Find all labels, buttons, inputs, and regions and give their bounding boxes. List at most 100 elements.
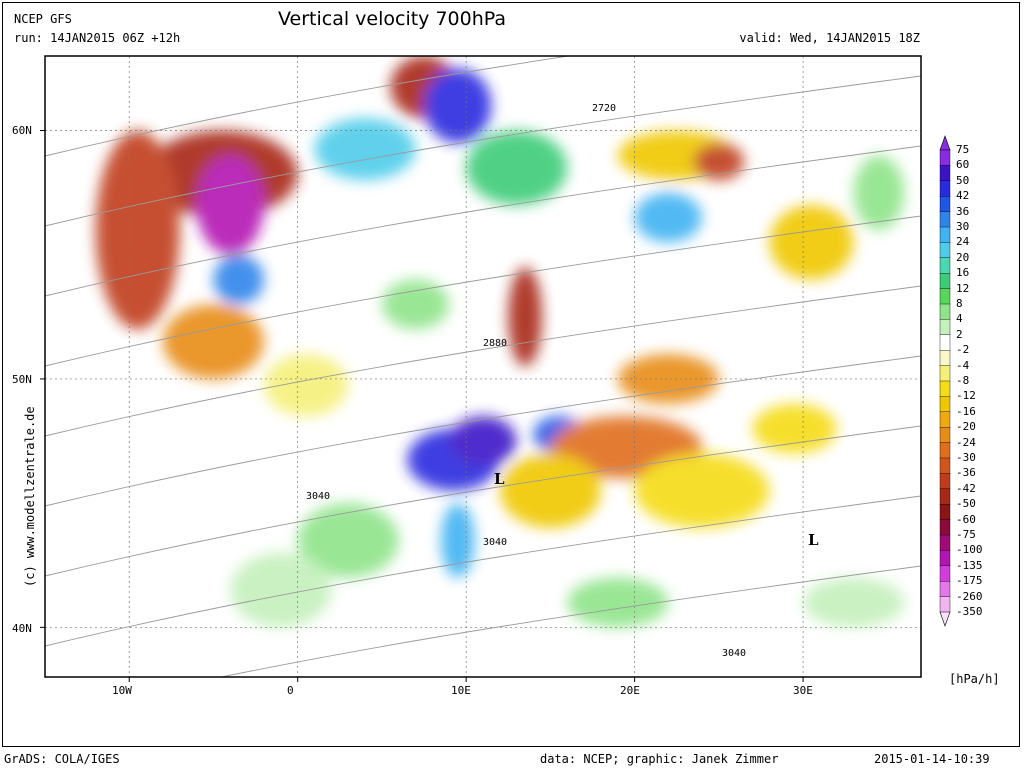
lat-label-60n: 60N bbox=[12, 124, 32, 137]
colorbar-swatch bbox=[939, 565, 951, 582]
geopotential-isolines bbox=[45, 56, 921, 677]
colorbar-level-label: -260 bbox=[956, 589, 983, 603]
isoline bbox=[45, 285, 921, 437]
lon-label-20e: 20E bbox=[620, 684, 640, 697]
copyright-label: (c) www.modellzentrale.de bbox=[23, 406, 37, 587]
velocity-region bbox=[314, 118, 416, 181]
figure-frame bbox=[2, 2, 1020, 747]
lon-label-30e: 30E bbox=[793, 684, 813, 697]
velocity-region bbox=[213, 254, 264, 305]
colorbar-swatch bbox=[939, 303, 951, 320]
colorbar-level-label: -175 bbox=[956, 574, 983, 588]
colorbar-swatch bbox=[939, 473, 951, 490]
colorbar-level-label: -16 bbox=[956, 404, 976, 418]
colorbar-swatch bbox=[939, 242, 951, 259]
colorbar-level-label: 20 bbox=[956, 250, 970, 264]
colorbar-swatch bbox=[939, 319, 951, 336]
colorbar-swatch bbox=[939, 365, 951, 382]
model-label: NCEP GFS bbox=[14, 12, 72, 26]
colorbar-level-label: 12 bbox=[956, 281, 970, 295]
colorbar-bottom-arrow bbox=[939, 611, 951, 627]
lat-label-40n: 40N bbox=[12, 622, 32, 635]
colorbar-swatch bbox=[939, 149, 951, 166]
colorbar-level-label: 42 bbox=[956, 189, 970, 203]
graticule bbox=[45, 56, 921, 677]
velocity-region bbox=[853, 155, 905, 230]
lon-label-10w: 10W bbox=[112, 684, 132, 697]
contour-label: 3040 bbox=[306, 491, 331, 502]
colorbar-swatch bbox=[939, 442, 951, 459]
colorbar-swatch bbox=[939, 165, 951, 182]
colorbar-level-label: -135 bbox=[956, 558, 983, 572]
colorbar-swatch bbox=[939, 226, 951, 243]
velocity-region bbox=[440, 503, 475, 578]
lon-label-0: 0 bbox=[287, 684, 294, 697]
low-pressure-center: L bbox=[808, 531, 819, 549]
colorbar-level-label: -60 bbox=[956, 512, 976, 526]
velocity-region bbox=[508, 267, 542, 367]
velocity-region bbox=[634, 192, 702, 243]
colorbar-level-label: -12 bbox=[956, 389, 976, 403]
colorbar-swatch bbox=[939, 550, 951, 567]
velocity-region bbox=[95, 130, 180, 330]
colorbar-swatch bbox=[939, 488, 951, 505]
colorbar-swatch bbox=[939, 288, 951, 305]
isoline bbox=[45, 215, 921, 367]
colorbar-level-label: 24 bbox=[956, 235, 970, 249]
colorbar-level-label: 36 bbox=[956, 204, 970, 218]
colorbar-level-label: 8 bbox=[956, 297, 963, 310]
velocity-region bbox=[769, 205, 854, 280]
velocity-region bbox=[567, 577, 669, 628]
colorbar-swatch bbox=[939, 504, 951, 521]
colorbar-swatch bbox=[939, 581, 951, 598]
colorbar-swatch bbox=[939, 257, 951, 274]
velocity-region bbox=[424, 68, 492, 143]
colorbar-swatch bbox=[939, 273, 951, 290]
colorbar-level-label: 2 bbox=[956, 327, 963, 341]
colorbar-level-label: -50 bbox=[956, 497, 976, 511]
valid-label: valid: Wed, 14JAN2015 18Z bbox=[739, 31, 920, 45]
colorbar-level-label: 4 bbox=[956, 312, 963, 326]
velocity-region bbox=[230, 552, 332, 628]
colorbar-swatch bbox=[939, 211, 951, 228]
isoline bbox=[45, 145, 921, 297]
lon-label-10e: 10E bbox=[451, 684, 471, 697]
data-credit: data: NCEP; graphic: Janek Zimmer bbox=[540, 752, 779, 766]
colorbar-level-label: -30 bbox=[956, 451, 976, 464]
velocity-region bbox=[162, 304, 264, 379]
colorbar-swatch bbox=[939, 195, 951, 213]
colorbar-level-label: 50 bbox=[956, 173, 970, 187]
velocity-region bbox=[634, 453, 770, 528]
colorbar-swatch bbox=[939, 396, 951, 413]
contour-label: 3040 bbox=[483, 537, 508, 548]
colorbar-level-label: -42 bbox=[956, 481, 976, 495]
colorbar-swatch bbox=[939, 380, 951, 397]
isoline bbox=[45, 495, 921, 647]
plot-border bbox=[44, 55, 922, 678]
colorbar-swatch bbox=[939, 427, 951, 444]
isoline bbox=[218, 565, 921, 677]
colorbar-level-label: -2 bbox=[956, 343, 970, 357]
colorbar-level-label: -20 bbox=[956, 420, 976, 434]
isoline bbox=[45, 75, 921, 227]
contour-label: 2720 bbox=[592, 103, 617, 114]
colorbar-swatch bbox=[939, 596, 951, 613]
colorbar-swatch bbox=[939, 350, 951, 367]
velocity-region bbox=[617, 354, 719, 404]
velocity-region bbox=[449, 416, 517, 466]
velocity-region bbox=[752, 403, 837, 454]
timestamp: 2015-01-14-10:39 bbox=[874, 752, 990, 766]
colorbar-level-label: -8 bbox=[956, 374, 970, 387]
colorbar-level-label: 16 bbox=[956, 266, 970, 280]
software-credit: GrADS: COLA/IGES bbox=[4, 752, 120, 766]
colorbar-level-label: -100 bbox=[956, 543, 983, 557]
colorbar-level-label: -24 bbox=[956, 435, 976, 449]
velocity-region bbox=[196, 155, 264, 255]
colorbar-swatch bbox=[939, 457, 951, 474]
colorbar-swatch bbox=[939, 334, 951, 351]
velocity-region bbox=[297, 503, 399, 578]
colorbar-swatch bbox=[939, 519, 951, 536]
velocity-region bbox=[466, 130, 568, 206]
contour-label: 3040 bbox=[722, 648, 747, 659]
